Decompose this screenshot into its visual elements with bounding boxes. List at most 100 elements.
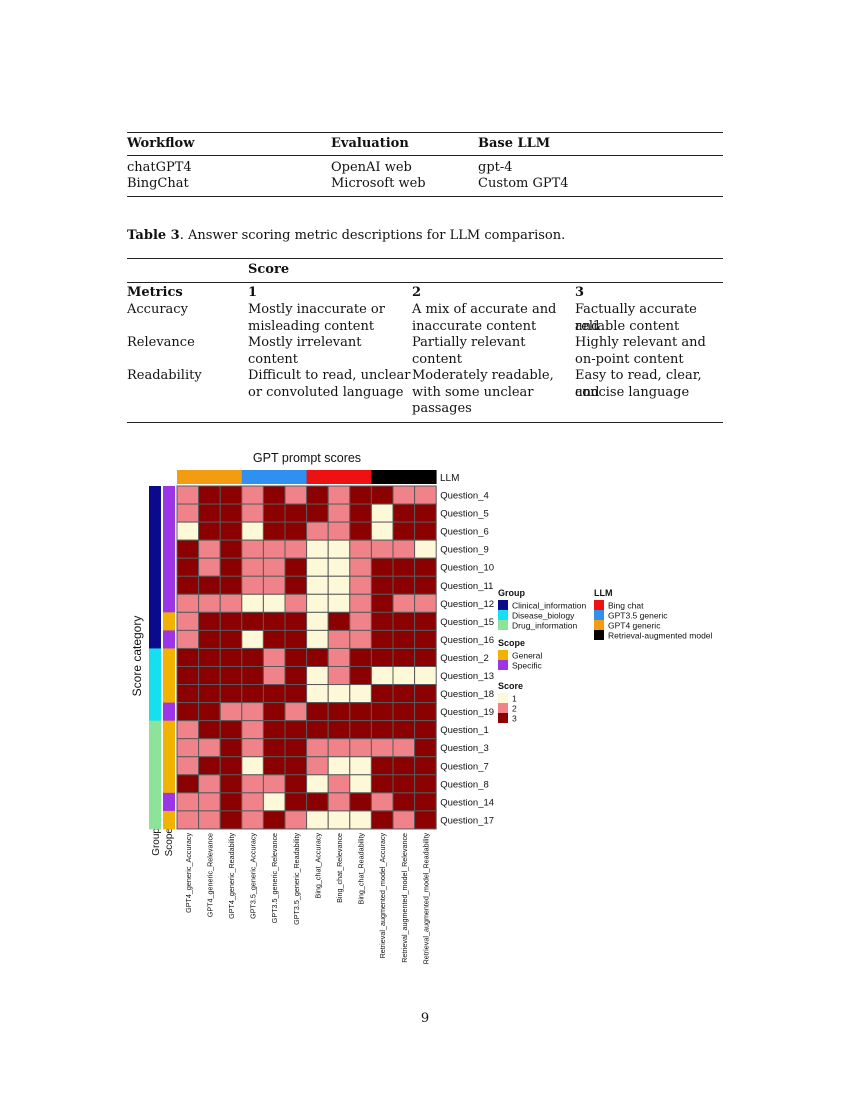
heatmap-cell — [176, 575, 200, 595]
heatmap-cell — [262, 647, 286, 668]
table3-caption: Table 3. Answer scoring metric descripti… — [127, 228, 565, 243]
heatmap-cell — [392, 720, 416, 740]
legend-label: GPT4 generic — [608, 621, 661, 631]
heatmap-cell — [198, 756, 221, 776]
heatmap-cell — [392, 756, 416, 776]
row-label: Question_14 — [440, 797, 494, 808]
legend-swatch — [498, 650, 508, 660]
column-label: GPT3.5_generic_Accuracy — [249, 833, 258, 919]
row-label: Question_19 — [440, 707, 494, 718]
heatmap-cell — [349, 647, 372, 668]
heatmap-cell — [349, 521, 372, 541]
heatmap-cell — [241, 792, 264, 812]
heatmap-cell — [349, 629, 372, 649]
heatmap-cell — [392, 774, 416, 794]
group-annotation-cell — [149, 648, 161, 667]
heatmap-cell — [306, 611, 329, 631]
heatmap-cell — [392, 593, 416, 613]
heatmap-cell — [241, 684, 264, 704]
legend-label: Retrieval-augmented model — [608, 631, 713, 641]
heatmap-cell — [262, 593, 286, 613]
table-cell: misleading content — [248, 318, 375, 334]
heatmap-cell — [370, 774, 394, 794]
heatmap-cell — [241, 702, 264, 722]
table-cell: gpt-4 — [478, 160, 513, 175]
legend-title: Score — [498, 681, 523, 691]
heatmap-cell — [219, 774, 243, 794]
heatmap-cell — [176, 611, 200, 631]
table3-score-header: Score — [248, 262, 290, 277]
scope-annotation-cell — [163, 774, 175, 794]
table2: Workflow Evaluation Base LLM — [127, 136, 723, 154]
heatmap-cell — [198, 485, 221, 505]
group-annotation-cell — [149, 756, 161, 776]
heatmap-cell — [349, 503, 372, 523]
table3-score-col-2: 2 — [412, 285, 422, 300]
heatmap-cell — [349, 611, 372, 631]
heatmap-cell — [327, 539, 351, 559]
table2-header-evaluation: Evaluation — [331, 136, 409, 151]
legend-title: Scope — [498, 638, 525, 648]
heatmap-cell — [392, 557, 416, 577]
table3-header-rule — [127, 282, 723, 283]
row-label: Question_10 — [440, 563, 494, 574]
heatmap-cell — [327, 666, 351, 686]
heatmap-cell — [262, 792, 286, 812]
heatmap-cell — [306, 485, 329, 505]
table-cell: content — [412, 351, 462, 367]
table-cell: on-point content — [575, 351, 684, 367]
heatmap-cell — [284, 485, 308, 505]
legend-swatch — [498, 703, 508, 713]
heatmap-cell — [219, 485, 243, 505]
group-annotation-cell — [149, 486, 161, 505]
heatmap-cell — [284, 774, 308, 794]
table2-header-rule — [127, 155, 723, 156]
heatmap-cell — [262, 738, 286, 758]
heatmap-cell — [392, 666, 416, 686]
legend-swatch — [498, 610, 508, 620]
row-label: Question_15 — [440, 617, 494, 628]
table-cell: Microsoft web — [331, 176, 426, 191]
group-annotation-cell — [149, 540, 161, 559]
heatmap-cell — [219, 575, 243, 595]
heatmap-cell — [198, 593, 221, 613]
llm-annotation-cell — [263, 470, 286, 484]
heatmap-cell — [176, 557, 200, 577]
llm-annotation-label: LLM — [440, 473, 459, 484]
legend-title: Group — [498, 588, 525, 598]
heatmap-cell — [306, 792, 329, 812]
row-label: Question_8 — [440, 779, 489, 790]
group-annotation-cell — [149, 666, 161, 685]
llm-annotation-cell — [241, 470, 264, 484]
heatmap-cell — [176, 539, 200, 559]
heatmap-cell — [370, 666, 394, 686]
heatmap-cell — [176, 666, 200, 686]
heatmap-cell — [241, 647, 264, 668]
heatmap-figure: GPT prompt scores Score category LLM Gro… — [130, 451, 713, 964]
heatmap-cell — [370, 557, 394, 577]
table-cell: or convoluted language — [248, 384, 404, 400]
heatmap-cell — [392, 629, 416, 649]
llm-annotation-cell — [414, 470, 437, 484]
legend-label: Specific — [512, 661, 543, 671]
heatmap-cell — [219, 539, 243, 559]
heatmap-cell — [349, 720, 372, 740]
llm-annotation-cell — [198, 470, 221, 484]
row-label: Question_2 — [440, 653, 489, 664]
table3-top-rule — [127, 258, 723, 260]
row-label: Question_4 — [440, 491, 489, 502]
group-annotation-bar — [149, 486, 161, 830]
table3-score-col-1: 1 — [248, 285, 258, 300]
heatmap-cell — [176, 720, 200, 740]
heatmap-cell — [327, 521, 351, 541]
scope-annotation-cell — [163, 504, 175, 523]
heatmap-cell — [198, 539, 221, 559]
heatmap-cell — [414, 684, 437, 704]
heatmap-cell — [306, 738, 329, 758]
heatmap-cell — [262, 539, 286, 559]
heatmap-cell — [349, 557, 372, 577]
heatmap-cell — [219, 738, 243, 758]
heatmap-cell — [198, 503, 221, 523]
heatmap-cell — [241, 756, 264, 776]
group-annotation-cell — [149, 594, 161, 613]
